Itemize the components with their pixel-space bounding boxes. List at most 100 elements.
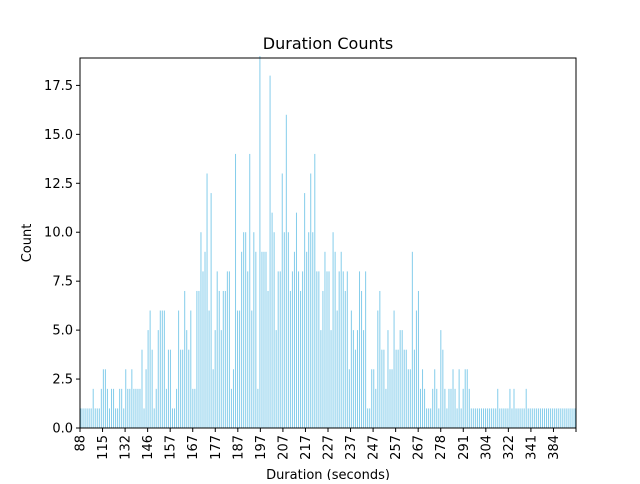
bar [495,408,497,428]
bar [143,408,145,428]
x-tick-label: 267 [412,435,427,460]
bar [415,310,417,428]
bar [82,408,84,428]
chart-title: Duration Counts [263,34,393,53]
bar [131,369,133,428]
bar [450,388,452,428]
x-tick-label: 227 [322,435,337,460]
plot-frame [79,57,577,429]
bar [169,349,171,428]
bar [434,369,436,428]
bar [517,408,519,428]
bar [324,251,326,428]
bar [104,369,106,428]
bar [560,408,562,428]
bar [243,232,245,428]
x-tick-label: 187 [231,435,246,460]
bar [123,408,125,428]
bar [180,349,182,428]
bar [90,408,92,428]
bar [541,408,543,428]
bar [436,388,438,428]
bar [269,75,271,429]
bar [531,408,533,428]
bar [363,330,365,428]
bar [155,388,157,428]
bar [448,388,450,428]
bar [501,408,503,428]
bar [283,232,285,428]
bar [159,310,161,428]
bar [196,290,198,428]
bar [381,349,383,428]
bar [267,290,269,428]
bar [454,388,456,428]
bar [115,408,117,428]
bar [237,310,239,428]
bar [121,388,123,428]
bar [566,408,568,428]
bar [135,388,137,428]
bar [564,408,566,428]
bar [413,349,415,428]
bar [129,388,131,428]
bar [356,330,358,428]
bar [377,310,379,428]
bar [239,310,241,428]
bar [230,388,232,428]
y-tick-label: 2.5 [52,373,73,388]
bar [149,310,151,428]
bar [194,388,196,428]
bar [157,330,159,428]
bar [214,330,216,428]
bar [139,388,141,428]
bar [310,173,312,428]
bar [407,369,409,428]
bar [326,271,328,428]
bar [537,408,539,428]
bar [430,408,432,428]
bar [80,408,82,428]
y-tick-label: 0.0 [52,422,73,437]
x-tick-label: 341 [524,435,539,460]
y-axis-label: Count [20,224,35,263]
bar [367,408,369,428]
y-tick-label: 12.5 [44,177,73,192]
bar [438,408,440,428]
bar [92,388,94,428]
bar [507,408,509,428]
y-tick-label: 7.5 [52,275,73,290]
bar [489,408,491,428]
bar [409,369,411,428]
bar [302,271,304,428]
bar [338,271,340,428]
bar [184,290,186,428]
bar [476,408,478,428]
bar [493,408,495,428]
bar [503,408,505,428]
bar [535,408,537,428]
bar [472,408,474,428]
bars-group [80,56,576,429]
bar [529,408,531,428]
bar [113,388,115,428]
bar [322,290,324,428]
bar [204,251,206,428]
bar [306,251,308,428]
bar [554,408,556,428]
bar [474,408,476,428]
bar [515,408,517,428]
bar [462,388,464,428]
bar [328,271,330,428]
bar [151,349,153,428]
bar [275,330,277,428]
bar [568,408,570,428]
bar [145,369,147,428]
bar [226,271,228,428]
bar [218,290,220,428]
x-tick-label: 247 [367,435,382,460]
bar [361,290,363,428]
bar [176,388,178,428]
bar [255,251,257,428]
